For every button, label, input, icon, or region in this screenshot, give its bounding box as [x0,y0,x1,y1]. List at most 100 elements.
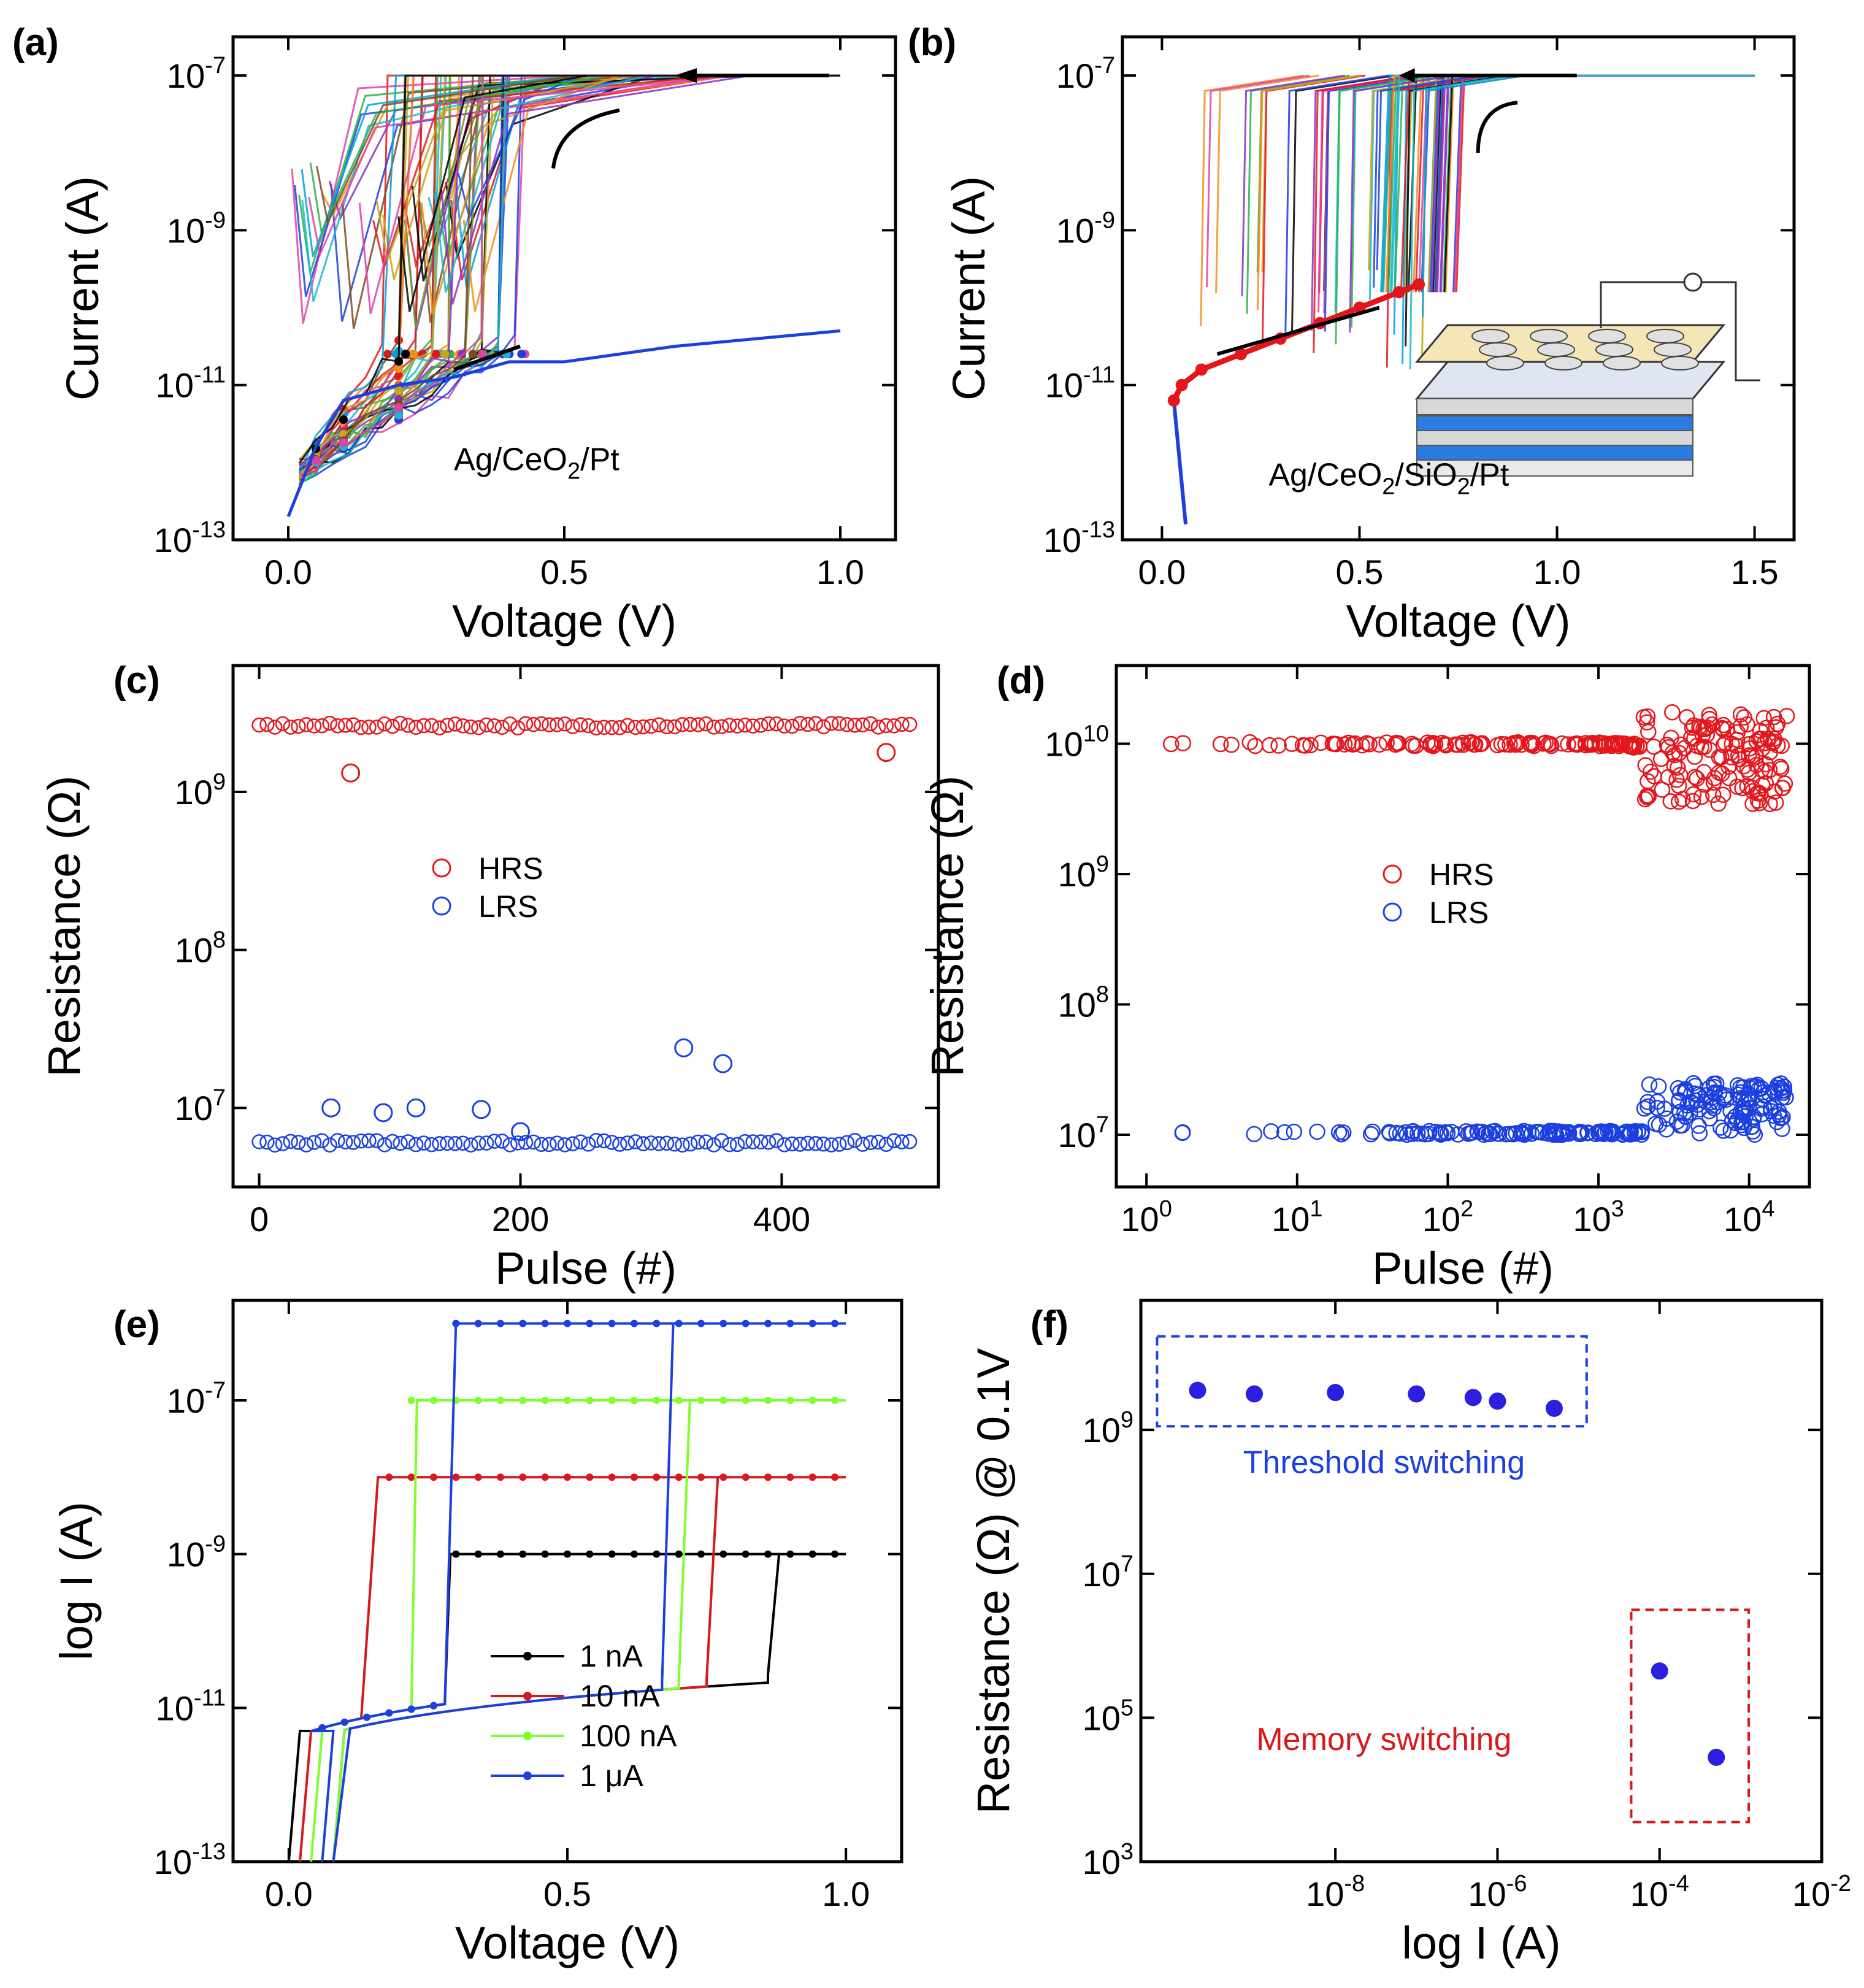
formula-part: /Pt [1470,458,1509,493]
iv-data-point [586,1550,594,1558]
x-tick-label: 1.0 [816,553,864,591]
iv-data-point [586,1319,594,1327]
x-tick-label: 1.0 [822,1875,870,1913]
iv-data-point [312,456,320,465]
lrs-point [1410,1125,1426,1142]
iv-data-point [1413,278,1425,291]
hrs-point [831,716,847,731]
hrs-point [1773,761,1790,777]
lrs-point [1534,1124,1551,1141]
hrs-point [863,716,878,732]
iv-data-point [808,1396,816,1404]
lrs-point [683,1136,698,1152]
iv-data-point [363,1713,370,1721]
iv-data-point [808,1319,816,1327]
iv-data-point [519,1396,527,1404]
iv-reset-curve [1256,74,1360,272]
iv-data-point [742,1550,750,1558]
hrs-point [510,720,526,735]
iv-data-point [519,1319,527,1327]
iv-data-point [385,1709,393,1717]
lrs-point [886,1133,902,1148]
lrs-outlier-point [374,1103,393,1123]
lrs-point [353,1133,369,1149]
lrs-point [1690,1118,1707,1134]
x-axis-label: Pulse (#) [1372,1243,1554,1294]
hrs-point [722,718,737,733]
tick-base: 10 [1792,1875,1830,1913]
lrs-point [1603,1125,1620,1142]
iv-sweep-curve [299,74,840,476]
iv-sweep-curve [298,74,840,479]
lrs-point [1749,1077,1766,1093]
iv-sweep-curve [1439,74,1755,293]
hrs-point [306,718,322,734]
hrs-point [1732,706,1749,723]
tick-base: 10 [1573,1200,1611,1238]
iv-data-point [742,1319,750,1327]
iv-data-point [675,1473,683,1481]
lrs-point [1508,1125,1525,1142]
iv-reset-curve [1313,74,1417,353]
hrs-point [886,718,902,734]
hrs-point [1755,710,1772,727]
lrs-point [1421,1123,1438,1140]
iv-data-point [764,1319,772,1327]
lrs-point [1773,1080,1790,1097]
tick-base: 10 [154,521,192,559]
iv-reset-curve [411,74,765,282]
hrs-point [769,716,784,732]
tick-exponent: -4 [1668,1871,1689,1897]
lrs-point [800,1135,816,1151]
lrs-point [878,1137,894,1153]
hrs-point [440,718,455,733]
hrs-point [761,716,777,732]
lrs-point [337,1134,353,1149]
lrs-point [1722,1122,1739,1139]
lrs-point [502,1137,518,1153]
hrs-point [667,719,683,735]
iv-data-point [831,1396,838,1404]
iv-sweep-curve [1435,74,1755,293]
iv-data-point [564,1319,571,1327]
iv-data-point [764,1550,772,1558]
sweep-direction-arrow [551,108,620,169]
lrs-point [573,1134,588,1149]
iv-reset-curve [1200,74,1304,326]
x-tick-label: 100 [1121,1196,1172,1238]
iv-reset-curve [1291,74,1395,333]
layer-stack [1416,398,1693,415]
tick-exponent: 9 [1121,1407,1133,1433]
tick-base: 10 [1045,366,1083,405]
tick-exponent: -13 [192,517,226,543]
lrs-point [894,1134,910,1149]
tick-base: 10 [156,366,194,405]
iv-data-point [608,1396,616,1404]
hrs-point [345,717,361,732]
lrs-point [722,1137,737,1153]
panel-label: (f) [1030,1303,1068,1346]
iv-reset-curve [1257,74,1361,310]
y-tick-label: 10-9 [167,207,226,250]
hrs-point [1753,761,1770,778]
iv-reset-curve [1215,74,1319,293]
lrs-point [792,1137,808,1152]
sweep-direction-arrow [1216,305,1380,356]
tick-exponent: -9 [205,1532,226,1557]
hrs-point [635,719,651,735]
iv-data-point [564,1396,571,1404]
ag-electrode [1646,329,1684,343]
hrs-point [1371,736,1387,753]
tick-base: 10 [1724,1200,1762,1238]
lrs-point [1713,1119,1729,1136]
lrs-point [604,1135,619,1150]
legend-marker [1383,864,1402,884]
x-tick-label: 0.0 [264,553,312,591]
lrs-point [1381,1124,1398,1140]
iv-data-point [383,350,393,359]
tick-base: 10 [1468,1875,1506,1913]
hrs-point [1670,759,1686,776]
hrs-point [432,720,447,735]
y-tick-label: 10-7 [1056,53,1115,95]
